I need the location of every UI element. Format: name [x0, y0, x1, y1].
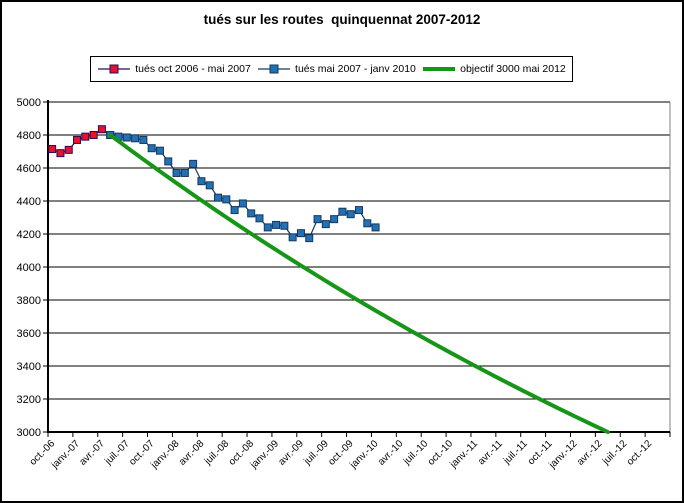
- y-axis-tick-label: 3000: [17, 427, 41, 439]
- axes: [43, 100, 671, 437]
- legend-item-label: tués mai 2007 - janv 2010: [295, 63, 416, 75]
- y-axis-tick-label: 3600: [17, 328, 41, 340]
- data-point-marker: [189, 159, 198, 168]
- data-point-marker: [363, 219, 372, 228]
- gridlines: [48, 101, 670, 433]
- x-axis-tick-label: oct.-12: [625, 438, 655, 468]
- x-axis-tick-label: juil.-12: [600, 438, 630, 468]
- x-axis-tick-label: avr.-10: [376, 438, 406, 468]
- data-point-marker: [272, 220, 281, 229]
- data-point-marker: [131, 134, 140, 143]
- legend-item: objectif 3000 mai 2012: [422, 63, 566, 75]
- x-axis-tick-label: avr.-11: [476, 438, 505, 467]
- legend-item: tués mai 2007 - janv 2010: [257, 63, 416, 75]
- x-axis-tick-label: juil.-08: [202, 438, 232, 468]
- y-axis-tick-label: 4600: [17, 163, 41, 175]
- legend: tués oct 2006 - mai 2007 tués mai 2007 - …: [90, 56, 573, 82]
- data-point-marker: [230, 206, 239, 215]
- data-point-marker: [313, 215, 322, 224]
- x-axis-tick-label: juil.-10: [401, 438, 431, 468]
- x-axis-tick-label: juil.-11: [501, 438, 530, 467]
- series-objective: [108, 133, 610, 434]
- y-axis-tick-label: 4000: [17, 262, 41, 274]
- data-point-marker: [56, 149, 65, 158]
- x-axis-tick-label: avr.-08: [177, 438, 207, 468]
- green-line-icon: [423, 67, 456, 71]
- chart-title: tués sur les routes quinquennat 2007-201…: [203, 12, 481, 27]
- legend-item: tués oct 2006 - mai 2007: [97, 63, 251, 75]
- data-point-marker: [97, 125, 106, 134]
- data-point-marker: [197, 177, 206, 186]
- y-axis-tick-label: 3800: [17, 295, 41, 307]
- data-point-marker: [222, 195, 231, 204]
- series-red: [48, 125, 115, 158]
- data-point-marker: [321, 220, 330, 229]
- data-point-marker: [64, 145, 73, 154]
- data-point-marker: [238, 199, 247, 208]
- data-point-marker: [355, 206, 363, 215]
- y-axis-tick-label: 4800: [17, 130, 41, 142]
- data-series: [48, 125, 610, 434]
- legend-item-label: objectif 3000 mai 2012: [460, 63, 566, 75]
- x-axis-tick-label: avr.-12: [575, 438, 605, 468]
- x-axis-tick-label: avr.-07: [77, 438, 107, 468]
- data-point-marker: [214, 193, 223, 202]
- data-point-marker: [330, 215, 339, 224]
- y-axis-tick-label: 4200: [17, 229, 41, 241]
- data-point-marker: [48, 145, 57, 154]
- data-point-marker: [255, 214, 264, 223]
- data-point-marker: [288, 233, 297, 242]
- x-axis-tick-label: janv.-11: [447, 438, 480, 471]
- y-axis-labels: 5000 4800 4600 4400 4200 4000 3800 3600 3400 3200…: [17, 97, 41, 439]
- data-point-marker: [89, 131, 98, 139]
- objective-line: [108, 133, 610, 434]
- data-point-marker: [122, 133, 131, 142]
- data-point-marker: [247, 209, 256, 218]
- data-point-marker: [296, 229, 305, 238]
- data-point-marker: [280, 221, 289, 230]
- data-point-marker: [147, 144, 156, 153]
- x-axis-tick-label: juil.-07: [102, 438, 132, 468]
- y-axis-tick-label: 5000: [17, 97, 41, 109]
- data-point-marker: [346, 210, 355, 219]
- y-axis-tick-label: 4400: [17, 196, 41, 208]
- x-axis-tick-label: juil.-09: [301, 438, 331, 468]
- data-point-marker: [371, 223, 380, 232]
- data-point-marker: [338, 207, 347, 216]
- blue-square-marker-icon: [258, 64, 291, 74]
- data-point-marker: [139, 135, 148, 144]
- data-point-marker: [205, 181, 214, 190]
- data-point-marker: [155, 146, 164, 155]
- series-blue: [106, 131, 380, 243]
- legend-item-label: tués oct 2006 - mai 2007: [135, 63, 251, 75]
- red-square-marker-icon: [98, 64, 131, 74]
- data-point-marker: [180, 168, 189, 177]
- data-point-marker: [81, 132, 90, 141]
- data-point-marker: [305, 234, 314, 243]
- x-axis-labels: oct.-06janv.-07avr.-07juil.-07oct.-07jan…: [28, 438, 655, 471]
- x-axis-tick-label: avr.-09: [277, 438, 307, 468]
- data-point-marker: [263, 223, 272, 232]
- data-point-marker: [73, 135, 82, 144]
- data-point-marker: [164, 157, 173, 166]
- y-axis-tick-label: 3400: [17, 361, 41, 373]
- data-point-marker: [172, 168, 181, 177]
- y-axis-tick-label: 3200: [17, 394, 41, 406]
